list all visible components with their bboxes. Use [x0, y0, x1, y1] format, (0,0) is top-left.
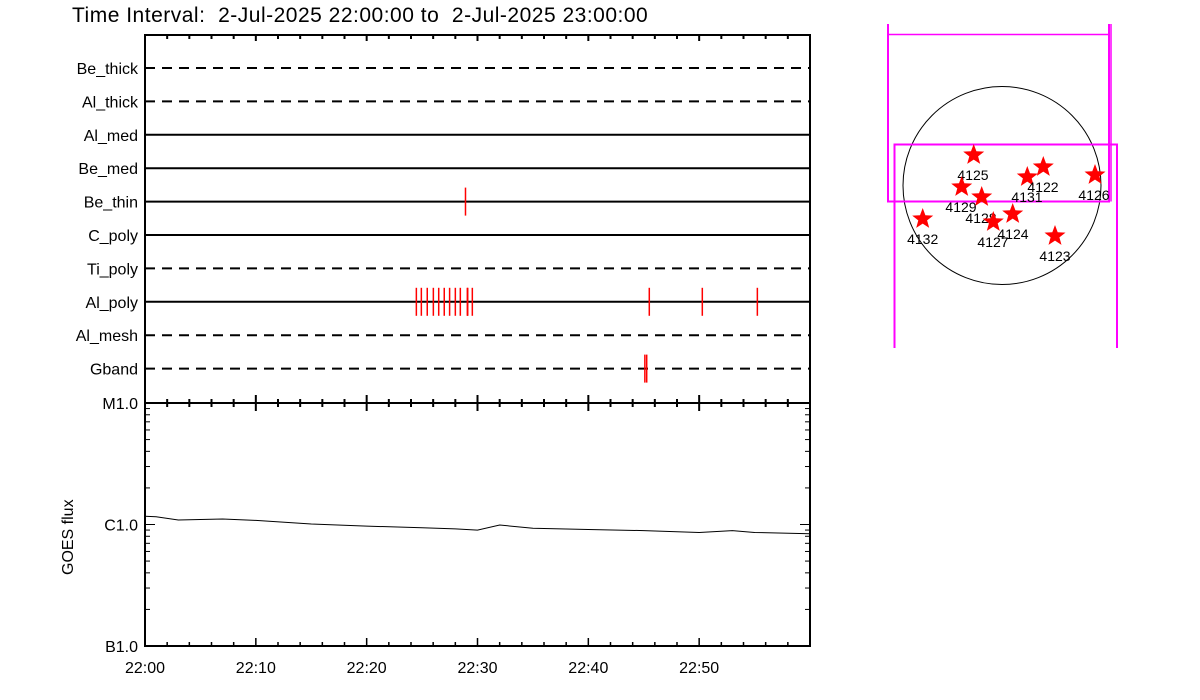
x-tick-label: 22:20 — [347, 660, 387, 677]
x-tick-label: 22:00 — [125, 660, 165, 677]
goes-flux-line — [144, 515, 811, 535]
filter-row-label: Ti_poly — [87, 261, 138, 278]
x-tick-label: 22:10 — [236, 660, 276, 677]
active-region-label: 4126 — [1078, 187, 1109, 203]
filter-row-label: C_poly — [88, 228, 138, 245]
active-region-star — [1002, 203, 1024, 223]
solar-disk — [902, 86, 1102, 285]
goes-frame — [144, 402, 811, 647]
active-region-star — [982, 211, 1004, 231]
x-tick-label: 22:30 — [457, 660, 497, 677]
filter-row-label: Al_poly — [86, 295, 138, 312]
active-region-label: 4127 — [977, 234, 1008, 250]
active-region-star — [912, 208, 934, 228]
filter-row-label: Al_mesh — [76, 328, 138, 345]
active-region-star — [951, 176, 973, 196]
filter-row-label: Be_thin — [84, 195, 138, 212]
active-region-star — [1016, 166, 1038, 186]
active-region-label: 4131 — [1011, 189, 1042, 205]
y-tick-label: M1.0 — [102, 396, 138, 413]
filter-row-label: Al_thick — [82, 94, 139, 111]
active-region-label: 4122 — [1027, 179, 1058, 195]
active-region-label: 4124 — [997, 226, 1028, 242]
active-region-label: 4129 — [945, 199, 976, 215]
active-region-star — [963, 144, 985, 164]
x-tick-label: 22:50 — [679, 660, 719, 677]
y-tick-label: C1.0 — [104, 518, 138, 535]
chart-title: Time Interval: 2-Jul-2025 22:00:00 to 2-… — [72, 4, 648, 27]
active-region-label: 4132 — [907, 231, 938, 247]
active-region-label: 4123 — [1039, 248, 1070, 264]
filter-row-label: Be_thick — [77, 61, 139, 78]
y-tick-label: B1.0 — [105, 639, 138, 656]
active-region-label: 4125 — [957, 167, 988, 183]
active-region-star — [1044, 225, 1066, 245]
active-region-star — [1032, 156, 1054, 176]
filter-row-label: Be_med — [78, 161, 138, 178]
filter-row-label: Gband — [90, 362, 138, 379]
fov-box — [893, 143, 1118, 348]
x-tick-label: 22:40 — [568, 660, 608, 677]
filter-row-label: Al_med — [84, 128, 138, 145]
active-region-star — [971, 186, 993, 206]
y-axis-label: GOES flux — [60, 499, 77, 575]
timeline-frame — [144, 34, 811, 404]
fov-box — [887, 24, 1110, 203]
active-region-star — [1084, 164, 1106, 184]
